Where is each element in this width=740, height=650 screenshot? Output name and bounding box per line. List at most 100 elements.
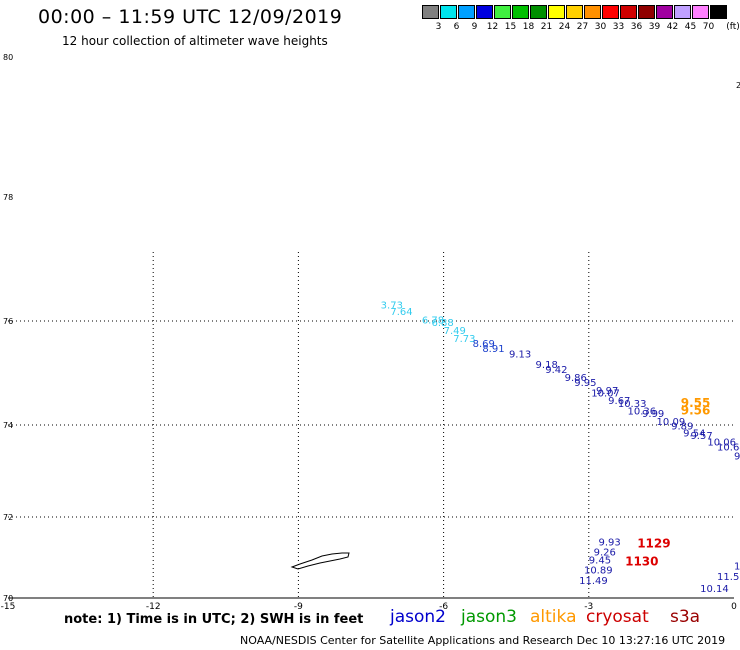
x-tick-label: 0 [731, 602, 737, 612]
edge-label: 2 [736, 81, 740, 90]
wave-height-label: 3.73 [381, 301, 403, 312]
wave-height-label: 1 [734, 562, 740, 573]
lat-lon-grid [8, 252, 734, 599]
x-tick-label: -9 [294, 602, 303, 612]
wave-height-label: 11.5 [717, 572, 739, 583]
wave-height-label: 9.99 [642, 409, 664, 420]
wave-height-label: 11.49 [579, 576, 608, 587]
colorbar-label: 33 [612, 22, 625, 32]
legend-cryosat: cryosat [586, 607, 649, 627]
colorbar-swatch [692, 5, 709, 19]
wave-height-label: 10.06 [707, 438, 736, 449]
y-tick-label: 76 [3, 317, 13, 326]
colorbar-swatch [494, 5, 511, 19]
wave-height-label: 6.88 [432, 318, 454, 329]
x-tick-label: -15 [1, 602, 16, 612]
wave-height-label: 6.78 [422, 316, 444, 327]
colorbar-swatch [674, 5, 691, 19]
wave-height-label: 9.54 [683, 429, 705, 440]
wave-height-label: 9.86 [565, 373, 587, 384]
colorbar-label: 39 [648, 22, 661, 32]
colorbar-label: 18 [522, 22, 535, 32]
colorbar-label: 45 [684, 22, 697, 32]
altimeter-observations: 3.737.64 6.786.887.497.738.698.91 9.13 9.18… [381, 301, 740, 595]
wave-height-label: 9.13 [509, 349, 531, 360]
wave-height-label: 9 [734, 452, 740, 463]
wave-height-label: 10.33 [618, 399, 647, 410]
colorbar-label: 30 [594, 22, 607, 32]
wave-height-label: 9.45 [589, 556, 611, 567]
colorbar-swatch [440, 5, 457, 19]
y-tick-label: 72 [3, 513, 13, 522]
colorbar-swatch [422, 5, 439, 19]
colorbar-label: 70 [702, 22, 715, 32]
y-tick-label: 80 [3, 53, 13, 62]
wave-height-label: 10.07 [591, 388, 620, 399]
legend-altika: altika [530, 607, 577, 627]
wave-height-label: 10.14 [700, 584, 729, 595]
colorbar-label: 24 [558, 22, 571, 32]
y-tick-label: 70 [3, 594, 13, 603]
wave-height-label: 10.09 [657, 417, 686, 428]
colorbar-swatch [458, 5, 475, 19]
wave-height-label: 9.55 [681, 396, 711, 410]
map-subtitle: 12 hour collection of altimeter wave hei… [62, 34, 328, 48]
colorbar-swatch [620, 5, 637, 19]
wave-height-label: 8.91 [482, 344, 504, 355]
colorbar-swatch [602, 5, 619, 19]
colorbar-label: 9 [471, 22, 478, 32]
pass-time-label: 1129 [637, 536, 670, 550]
wave-height-label: 7.49 [444, 326, 466, 337]
wave-height-label: 9.26 [594, 547, 616, 558]
axis-tick-labels: -15 -12 -9 -6 -3 0 70 72 74 76 78 80 2 [1, 53, 740, 612]
colorbar-swatch [530, 5, 547, 19]
colorbar-swatch [656, 5, 673, 19]
colorbar-label: 3 [435, 22, 442, 32]
colorbar-swatch [638, 5, 655, 19]
wave-height-label: 8.69 [473, 339, 495, 350]
colorbar-label: 15 [504, 22, 517, 32]
map-title: 00:00 – 11:59 UTC 12/09/2019 [38, 6, 343, 28]
pass-time-label: 1130 [625, 555, 658, 569]
wave-height-label: 9.67 [608, 396, 630, 407]
wave-height-label: 7.73 [453, 334, 475, 345]
colorbar-swatch [584, 5, 601, 19]
pass-time-labels: 1129 1130 [625, 536, 671, 568]
colorbar-swatch [548, 5, 565, 19]
colorbar-label: 42 [666, 22, 679, 32]
wave-height-label: 9.93 [598, 537, 620, 548]
legend-jason2: jason2 [390, 607, 446, 627]
wave-height-label: 10.89 [584, 566, 613, 577]
wave-height-label: 9.57 [690, 431, 712, 442]
colorbar-label: 12 [486, 22, 499, 32]
colorbar-label: 27 [576, 22, 589, 32]
y-tick-label: 74 [3, 421, 13, 430]
wave-height-label: 9.97 [596, 386, 618, 397]
x-tick-label: -3 [584, 602, 593, 612]
x-tick-label: -6 [439, 602, 448, 612]
wave-height-label: 9.42 [545, 365, 567, 376]
colorbar-label: 21 [540, 22, 553, 32]
colorbar-units: (ft) [726, 22, 740, 32]
legend-jason3: jason3 [461, 607, 517, 627]
wave-height-label: 9.56 [681, 404, 711, 418]
wave-height-label: 9.18 [536, 360, 558, 371]
wave-height-label: 7.64 [390, 307, 412, 318]
wave-height-label: 10.36 [628, 407, 657, 418]
x-tick-label: -12 [146, 602, 161, 612]
wave-height-label: 9.89 [671, 422, 693, 433]
colorbar-swatch [512, 5, 529, 19]
wave-height-label: 9.95 [574, 378, 596, 389]
colorbar-swatch [566, 5, 583, 19]
colorbar-swatch [476, 5, 493, 19]
footnote: note: 1) Time is in UTC; 2) SWH is in fe… [64, 612, 364, 627]
legend-s3a: s3a [670, 607, 701, 627]
credit-line: NOAA/NESDIS Center for Satellite Applica… [240, 634, 726, 647]
colorbar-swatch [710, 5, 727, 19]
y-tick-label: 78 [3, 193, 13, 202]
colorbar-label: 6 [453, 22, 460, 32]
jan-mayen-island [290, 552, 350, 570]
wave-height-label: 10.64 [717, 442, 740, 453]
colorbar-label: 36 [630, 22, 643, 32]
